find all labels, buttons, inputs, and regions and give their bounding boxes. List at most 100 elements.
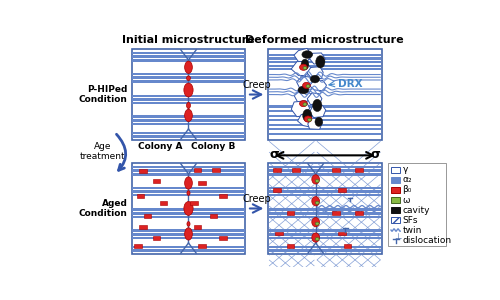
Bar [132, 233, 244, 236]
Text: Age
treatment: Age treatment [80, 142, 125, 161]
Bar [132, 135, 244, 138]
Bar [391, 167, 400, 173]
Bar [132, 98, 244, 101]
Text: cavity: cavity [402, 206, 430, 214]
Bar [198, 181, 206, 184]
Bar [268, 208, 381, 211]
Ellipse shape [312, 233, 320, 242]
Text: twin: twin [402, 226, 422, 235]
FancyArrowPatch shape [250, 204, 261, 213]
Text: σ: σ [270, 148, 279, 161]
Bar [268, 54, 381, 56]
Bar [137, 194, 144, 198]
Text: Colony B: Colony B [192, 142, 236, 151]
Bar [219, 236, 226, 240]
Text: ⊥: ⊥ [394, 232, 402, 241]
Bar [268, 230, 381, 232]
Polygon shape [307, 93, 322, 104]
Bar [391, 217, 400, 223]
Text: Aged
Condition: Aged Condition [79, 199, 128, 218]
Ellipse shape [186, 76, 190, 80]
Bar [332, 211, 340, 214]
Bar [132, 56, 244, 58]
Bar [194, 225, 202, 229]
Bar [286, 211, 294, 214]
Bar [132, 59, 244, 61]
Bar [268, 128, 381, 130]
Bar [132, 212, 244, 215]
Text: SFs: SFs [402, 215, 418, 224]
Ellipse shape [184, 202, 193, 215]
Ellipse shape [302, 109, 312, 122]
Bar [152, 179, 160, 183]
Bar [332, 168, 340, 172]
Polygon shape [294, 90, 312, 103]
Bar [144, 214, 152, 218]
Bar [355, 211, 363, 214]
Bar [268, 68, 381, 70]
Bar [273, 168, 281, 172]
Bar [194, 168, 202, 172]
Bar [268, 187, 381, 189]
Bar [132, 237, 244, 239]
Bar [268, 173, 381, 176]
Bar [139, 169, 147, 173]
Bar [132, 73, 244, 75]
Bar [338, 188, 345, 192]
Bar [273, 188, 281, 192]
Bar [268, 190, 381, 193]
Ellipse shape [184, 228, 192, 240]
Ellipse shape [312, 99, 322, 112]
Bar [391, 187, 400, 193]
Ellipse shape [312, 218, 320, 227]
Ellipse shape [187, 191, 190, 195]
Polygon shape [310, 80, 326, 91]
Ellipse shape [184, 109, 192, 122]
Bar [268, 61, 381, 63]
Bar [132, 80, 244, 83]
Ellipse shape [315, 117, 322, 126]
Text: β₀: β₀ [402, 185, 412, 194]
Bar [198, 244, 206, 248]
Bar [219, 194, 226, 198]
Ellipse shape [310, 75, 320, 83]
Ellipse shape [300, 64, 308, 70]
Bar [132, 94, 244, 97]
Bar [268, 110, 381, 112]
Bar [132, 166, 244, 168]
Bar [132, 190, 244, 193]
Ellipse shape [312, 175, 320, 184]
Bar [268, 124, 381, 126]
Polygon shape [308, 118, 322, 129]
Bar [134, 244, 142, 248]
Bar [268, 237, 381, 239]
Bar [132, 102, 244, 104]
Text: Creep: Creep [242, 194, 271, 204]
Polygon shape [310, 104, 326, 118]
Bar [391, 197, 400, 203]
Ellipse shape [304, 116, 312, 122]
Bar [268, 133, 381, 135]
Bar [132, 76, 244, 79]
Text: Deformed microstructure: Deformed microstructure [246, 35, 404, 45]
Bar [132, 123, 244, 125]
Bar [190, 201, 198, 205]
Polygon shape [292, 101, 310, 117]
Bar [132, 52, 244, 54]
Bar [132, 187, 244, 189]
Bar [268, 119, 381, 121]
Ellipse shape [184, 61, 192, 74]
Ellipse shape [312, 196, 320, 206]
Bar [132, 208, 244, 211]
Bar [276, 232, 283, 236]
Ellipse shape [308, 118, 312, 122]
Bar [132, 163, 246, 254]
Bar [132, 173, 244, 176]
Text: dislocation: dislocation [402, 236, 452, 244]
Ellipse shape [316, 179, 319, 182]
Bar [132, 116, 244, 118]
Bar [132, 132, 244, 134]
Ellipse shape [316, 56, 325, 68]
Ellipse shape [316, 222, 319, 225]
Text: DRX: DRX [338, 79, 363, 88]
